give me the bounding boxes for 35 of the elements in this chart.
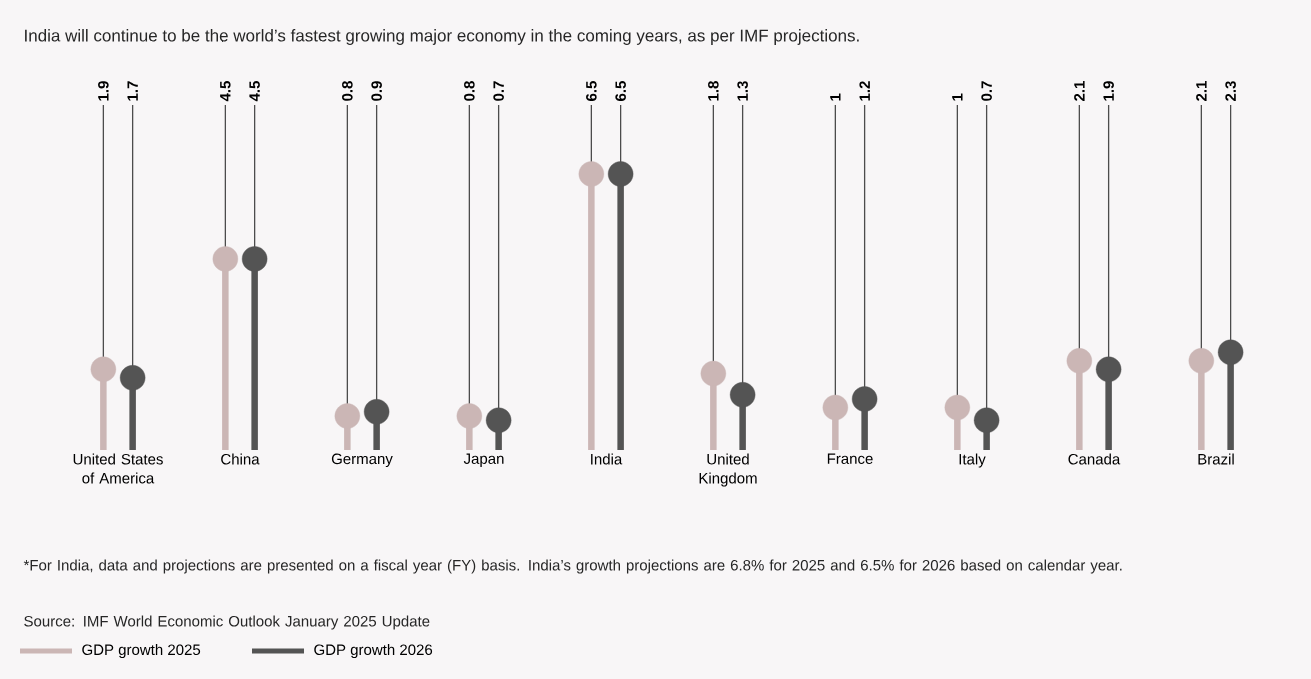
source-note: Source: IMF World Economic Outlook January 2025 Update	[24, 615, 430, 630]
data-label: 4.5	[220, 81, 231, 102]
text: *For India, data and projections are presented on a fiscal year (FY) basis. India’s growth projections are 6.8% for 2025 and 6.5% for 2026 based on calendar year.	[23, 559, 1122, 574]
chart-title: India will continue to be the world’s fastest growing major economy in the coming years, as per IMF projections.	[25, 29, 859, 45]
data-label: 0.9	[371, 81, 382, 101]
x-tick-label: Canada	[1068, 453, 1121, 465]
x-tick-label: Brazil	[1198, 453, 1234, 465]
data-label: 0.8	[464, 81, 475, 101]
data-label: 1.3	[737, 81, 748, 101]
data-label: 4.5	[249, 81, 260, 102]
data-label: 6.5	[586, 81, 597, 101]
data-label: 1.8	[708, 81, 719, 101]
x-tick-label: Italy	[959, 453, 986, 468]
data-label: 0.7	[981, 81, 992, 101]
x-tick-label: Japan	[463, 453, 504, 467]
data-label: 1	[952, 93, 963, 101]
data-label: 1.9	[1103, 81, 1114, 101]
legend-label: GDP growth 2026	[314, 644, 433, 658]
x-tick-label: China	[221, 453, 260, 465]
data-label: 0.7	[493, 81, 504, 101]
legend-label: GDP growth 2025	[82, 644, 201, 658]
data-label: 2.3	[1225, 81, 1236, 101]
data-label: 1	[830, 93, 841, 101]
data-label: 1.9	[98, 81, 109, 101]
x-tick-label: United Kingdom	[699, 453, 757, 487]
data-label: 1.2	[859, 81, 870, 101]
x-tick-label: United States of America	[73, 453, 163, 484]
x-tick-label: India	[591, 453, 623, 465]
data-label: 6.5	[615, 81, 626, 101]
data-label: 2.1	[1074, 81, 1085, 101]
data-label: 2.1	[1196, 81, 1207, 101]
data-label: 0.8	[342, 81, 353, 101]
x-tick-label: France	[827, 453, 873, 464]
x-tick-label: Germany	[331, 453, 393, 468]
data-label: 1.7	[127, 81, 138, 101]
